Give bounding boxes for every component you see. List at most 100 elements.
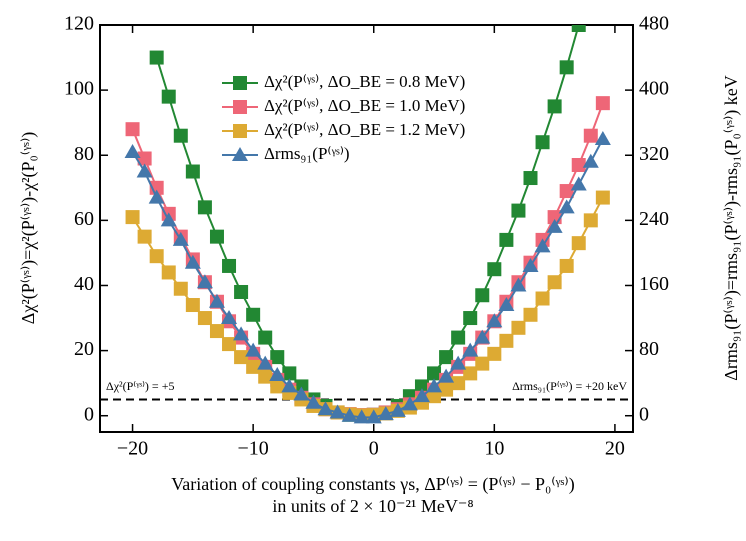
data-point [137,151,152,166]
legend-marker [233,124,247,138]
data-point [439,382,454,397]
data-point [222,258,237,273]
legend-label: Δχ²(P⁽ᵞˢ⁾, ΔO_BE = 0.8 MeV) [264,72,465,91]
plot-area [100,25,633,424]
data-point [185,164,200,179]
data-point [583,213,598,228]
data-point [353,409,370,424]
data-point [281,378,298,393]
data-point [125,122,140,137]
data-point [547,275,562,290]
legend-marker [233,76,247,90]
data-point [511,203,526,218]
data-point [184,254,201,269]
legend-label: Δrms₉₁(P⁽ᵞˢ⁾) [264,144,350,163]
data-point [595,190,610,205]
data-point [172,231,189,246]
data-point [269,367,286,382]
data-point [270,379,285,394]
data-point [559,60,574,75]
data-point [451,330,466,345]
y-tick-label: 80 [74,143,94,165]
y2-tick-label: 400 [639,78,669,100]
data-point [535,135,550,150]
y-label: Δχ²(P⁽ᵞˢ⁾)=χ²(P⁽ᵞˢ⁾)-χ²(P₀⁽ᵞˢ⁾) [18,132,39,324]
data-point [149,50,164,65]
data-point [160,212,177,227]
data-point [149,249,164,264]
data-point [365,409,382,424]
data-point [487,346,502,361]
data-point [511,320,526,335]
data-point [571,25,586,32]
data-point [474,329,491,344]
data-point [173,281,188,296]
y2-tick-label: 160 [639,273,669,295]
data-point [377,406,394,421]
data-point [451,376,466,391]
data-point [282,366,297,381]
data-point [161,265,176,280]
y2-label: Δrms₉₁(P⁽ᵞˢ⁾)=rms₉₁(P⁽ᵞˢ⁾)-rms₉₁(P₀⁽ᵞˢ⁾)… [721,75,742,380]
y-tick-label: 60 [74,208,94,230]
x-tick-label: 0 [369,438,379,460]
y-tick-label: 40 [74,273,94,295]
data-point [305,394,322,409]
data-point [173,128,188,143]
data-point [258,369,273,384]
data-point [498,297,515,312]
data-point [209,229,224,244]
data-point [499,232,514,247]
data-point [558,199,575,214]
x-tick-label: −20 [117,438,148,460]
data-point [438,368,455,383]
data-point [523,307,538,322]
data-point [463,311,478,326]
data-point [293,386,310,401]
x-label: in units of 2 × 10⁻²¹ MeV⁻⁸ [272,496,473,516]
y2-tick-label: 320 [639,143,669,165]
data-point [559,184,574,199]
legend-marker [233,100,247,114]
data-point [414,379,429,394]
data-point [258,330,273,345]
data-point [475,288,490,303]
data-point [389,402,406,417]
data-point [427,389,442,404]
data-point [535,291,550,306]
x-tick-label: 10 [484,438,504,460]
reference-label: Δrms₉₁(P⁽ᵞˢ⁾) = +20 keV [512,379,627,393]
data-point [499,333,514,348]
data-point [413,388,430,403]
data-point [475,356,490,371]
data-point [547,99,562,114]
data-point [197,311,212,326]
data-point [522,257,539,272]
y2-tick-label: 480 [639,13,669,35]
data-point [124,143,141,158]
data-point [234,350,249,365]
data-point [559,258,574,273]
x-label: Variation of coupling constants γs, ΔP⁽ᵞ… [171,474,574,495]
y-tick-label: 120 [64,13,94,35]
x-tick-label: −10 [238,438,269,460]
data-point [582,153,599,168]
data-point [185,298,200,313]
data-point [294,379,309,394]
plot-frame [99,24,634,433]
y-tick-label: 0 [84,403,94,425]
y2-tick-label: 240 [639,208,669,230]
data-point [329,404,346,419]
data-point [233,326,250,341]
data-point [462,342,479,357]
data-point [125,210,140,225]
data-point [341,407,358,422]
y2-tick-label: 0 [639,403,649,425]
data-point [246,359,261,374]
data-point [450,355,467,370]
legend-marker [232,147,248,161]
data-point [439,350,454,365]
data-point [234,284,249,299]
data-point [317,401,334,416]
data-point [136,163,153,178]
